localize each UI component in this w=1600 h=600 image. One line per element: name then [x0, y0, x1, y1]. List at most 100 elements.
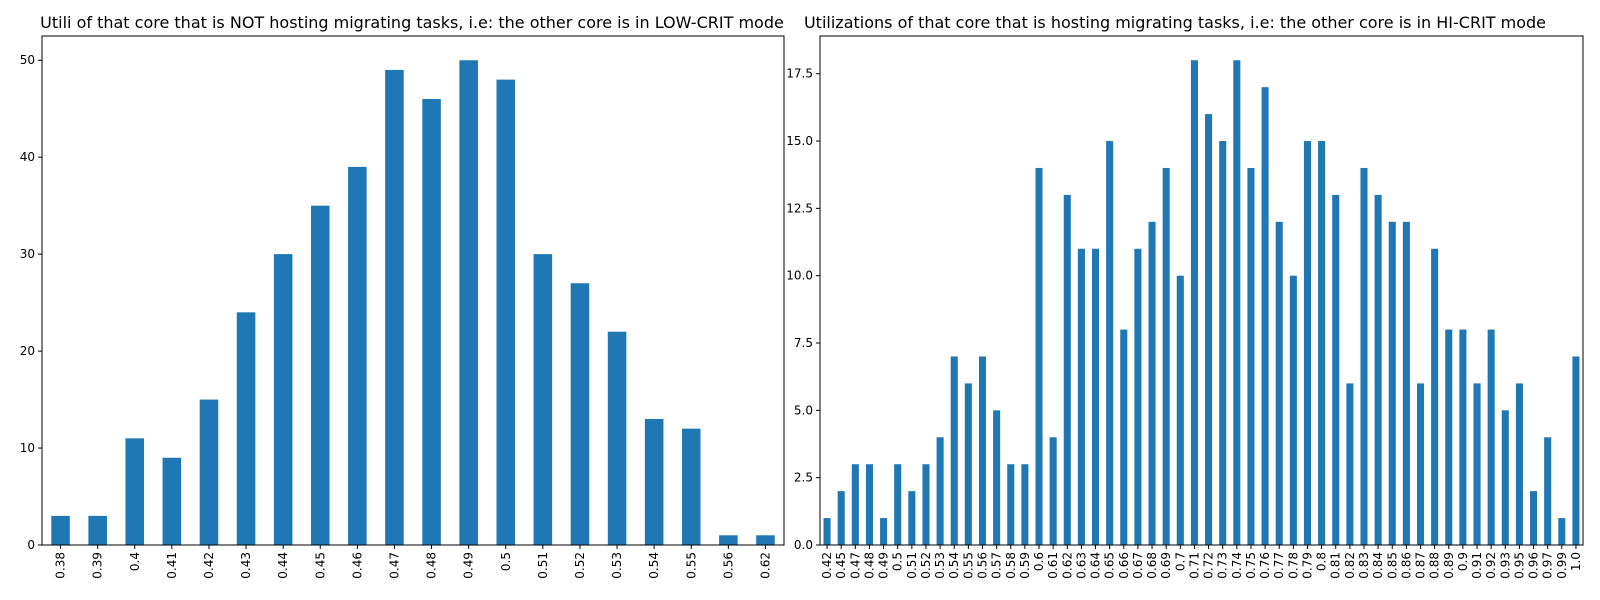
- y-tick-label: 30: [20, 247, 35, 261]
- x-tick-label: 0.92: [1484, 552, 1498, 579]
- x-tick-label: 0.54: [947, 552, 961, 579]
- x-tick-label: 0.48: [425, 552, 439, 579]
- x-tick-label: 0.93: [1498, 552, 1512, 579]
- bar-0.58: [1007, 464, 1015, 545]
- bar-0.82: [1346, 383, 1354, 545]
- bar-0.42: [199, 399, 219, 545]
- bar-0.42: [823, 518, 831, 545]
- bar-0.44: [273, 254, 293, 545]
- bar-0.47: [385, 69, 404, 546]
- x-tick-label: 0.49: [462, 552, 476, 579]
- x-tick-label: 0.81: [1329, 552, 1343, 579]
- bar-0.66: [1120, 329, 1128, 545]
- bar-1.0: [1572, 356, 1580, 545]
- chart-right: Utilizations of that core that is hostin…: [786, 13, 1584, 579]
- bar-0.53: [607, 331, 627, 545]
- x-tick-label: 0.64: [1089, 552, 1103, 579]
- bar-0.7: [1176, 275, 1184, 545]
- bar-0.49: [459, 60, 478, 546]
- x-tick-label: 0.88: [1428, 552, 1442, 579]
- bar-0.73: [1219, 141, 1227, 545]
- axes-frame: [819, 35, 1584, 546]
- bar-0.54: [644, 418, 664, 545]
- x-tick-label: 0.41: [165, 552, 179, 579]
- y-tick-label: 0.0: [794, 538, 813, 552]
- x-tick-label: 0.5: [891, 552, 905, 571]
- x-tick-label: 0.56: [721, 552, 735, 579]
- x-tick-label: 0.78: [1286, 552, 1300, 579]
- bar-0.96: [1530, 491, 1538, 545]
- bar-0.64: [1092, 248, 1100, 545]
- bar-0.46: [348, 166, 367, 545]
- bar-0.93: [1501, 410, 1509, 545]
- x-tick-label: 0.89: [1442, 552, 1456, 579]
- x-tick-label: 0.47: [848, 552, 862, 579]
- bar-0.51: [533, 254, 553, 545]
- x-tick-label: 0.86: [1399, 552, 1413, 579]
- x-tick-label: 0.96: [1527, 552, 1541, 579]
- x-tick-label: 0.85: [1385, 552, 1399, 579]
- bar-0.63: [1077, 248, 1085, 545]
- bar-0.83: [1360, 167, 1368, 545]
- bar-0.88: [1431, 248, 1439, 545]
- x-tick-label: 0.56: [975, 552, 989, 579]
- x-tick-label: 0.71: [1187, 552, 1201, 579]
- bar-0.6: [1035, 167, 1043, 545]
- bar-0.85: [1388, 221, 1396, 545]
- bar-0.41: [162, 457, 182, 545]
- x-tick-label: 0.77: [1272, 552, 1286, 579]
- bar-0.87: [1416, 383, 1425, 545]
- x-tick-label: 1.0: [1569, 552, 1583, 571]
- y-tick-label: 17.5: [786, 67, 813, 81]
- bar-0.8: [1318, 141, 1326, 545]
- x-tick-label: 0.66: [1117, 552, 1131, 579]
- bar-0.52: [570, 283, 590, 545]
- bar-0.77: [1275, 221, 1283, 545]
- bar-0.5: [496, 79, 516, 545]
- y-tick-label: 7.5: [794, 336, 813, 350]
- bar-0.97: [1544, 437, 1552, 545]
- bar-0.48: [865, 464, 873, 545]
- y-tick-label: 2.5: [794, 471, 813, 485]
- bar-0.57: [993, 410, 1001, 545]
- bar-0.69: [1162, 167, 1170, 545]
- x-tick-label: 0.53: [610, 552, 624, 579]
- chart-left: Utili of that core that is NOT hosting m…: [20, 13, 785, 579]
- bar-0.84: [1374, 194, 1382, 545]
- x-tick-label: 0.8: [1315, 552, 1329, 571]
- axes-frame: [41, 35, 785, 546]
- bar-0.92: [1487, 329, 1495, 545]
- bar-0.65: [1106, 141, 1114, 545]
- x-tick-label: 0.99: [1555, 552, 1569, 579]
- x-tick-label: 0.62: [758, 552, 772, 579]
- bar-0.78: [1289, 275, 1297, 545]
- bar-0.99: [1558, 518, 1566, 545]
- x-tick-label: 0.95: [1512, 552, 1526, 579]
- bar-0.59: [1021, 464, 1029, 545]
- x-tick-label: 0.69: [1159, 552, 1173, 579]
- bar-0.45: [310, 205, 330, 546]
- bar-0.62: [1063, 194, 1071, 545]
- bar-0.56: [719, 535, 738, 545]
- x-tick-label: 0.47: [387, 552, 401, 579]
- y-tick-label: 5.0: [794, 403, 813, 417]
- x-tick-label: 0.53: [933, 552, 947, 579]
- x-tick-label: 0.55: [684, 552, 698, 579]
- x-tick-label: 0.58: [1004, 552, 1018, 579]
- x-tick-label: 0.65: [1103, 552, 1117, 579]
- bar-0.56: [978, 356, 987, 545]
- bar-0.55: [681, 428, 701, 545]
- bar-0.51: [908, 491, 916, 545]
- y-tick-label: 12.5: [786, 201, 813, 215]
- bar-0.5: [894, 464, 902, 545]
- x-tick-label: 0.74: [1230, 552, 1244, 579]
- bar-0.95: [1515, 383, 1523, 545]
- bar-0.54: [950, 356, 958, 545]
- x-tick-label: 0.42: [820, 552, 834, 579]
- y-tick-label: 10: [20, 441, 35, 455]
- x-tick-label: 0.59: [1018, 552, 1032, 579]
- bar-0.76: [1261, 87, 1269, 546]
- x-tick-label: 0.91: [1470, 552, 1484, 579]
- x-tick-label: 0.72: [1202, 552, 1216, 579]
- bar-0.75: [1247, 167, 1255, 545]
